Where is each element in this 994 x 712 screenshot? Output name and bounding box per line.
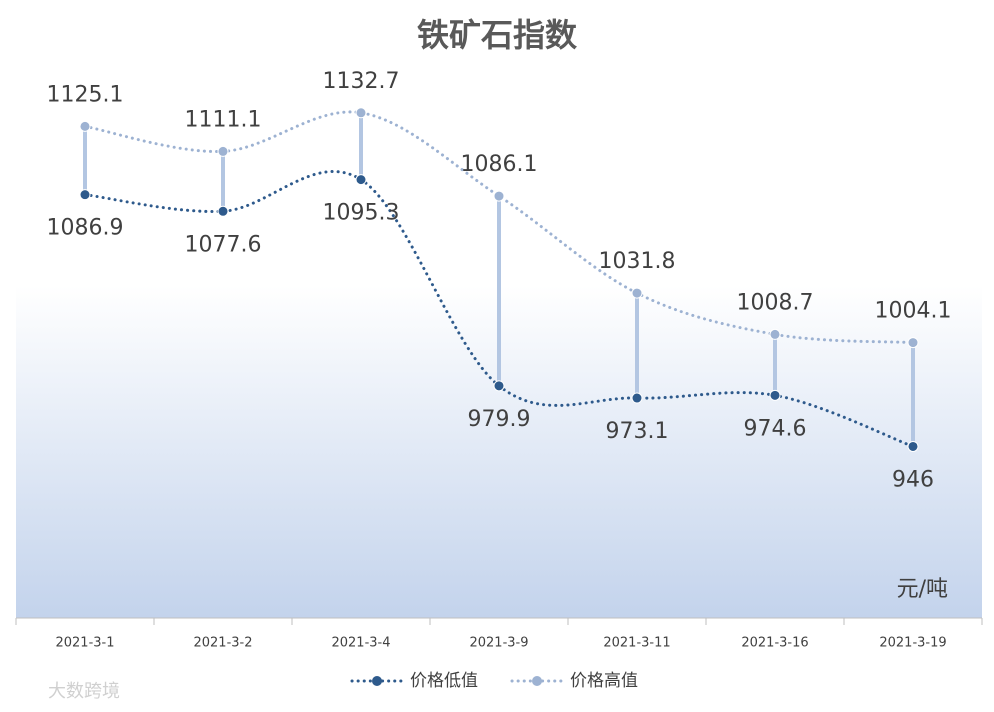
- data-label: 1077.6: [185, 232, 262, 257]
- data-label: 1008.7: [737, 290, 814, 315]
- data-label: 1086.1: [461, 152, 538, 177]
- data-label: 1086.9: [47, 216, 124, 241]
- data-point: [907, 337, 919, 349]
- data-label: 1031.8: [599, 249, 676, 274]
- chart-title: 铁矿石指数: [417, 16, 578, 54]
- watermark: 大数跨境: [48, 681, 120, 702]
- data-point: [493, 380, 505, 392]
- x-tick-label: 2021-3-9: [469, 636, 528, 651]
- data-point: [79, 120, 91, 132]
- data-label: 1095.3: [323, 201, 400, 226]
- data-point: [355, 174, 367, 186]
- data-point: [907, 440, 919, 452]
- legend-label: 价格高值: [570, 671, 638, 691]
- unit-label: 元/吨: [897, 577, 948, 602]
- data-label: 973.1: [606, 419, 669, 444]
- legend-marker: [372, 676, 382, 686]
- data-label: 974.6: [744, 416, 807, 441]
- data-point: [217, 145, 229, 157]
- data-label: 1132.7: [323, 69, 400, 94]
- data-point: [493, 190, 505, 202]
- x-tick-label: 2021-3-1: [55, 636, 114, 651]
- data-label: 946: [892, 467, 934, 492]
- data-point: [769, 389, 781, 401]
- x-tick-label: 2021-3-19: [879, 636, 946, 651]
- x-tick-label: 2021-3-4: [331, 636, 390, 651]
- data-point: [631, 287, 643, 299]
- legend-label: 价格低值: [410, 671, 478, 691]
- data-point: [631, 392, 643, 404]
- x-tick-label: 2021-3-11: [603, 636, 670, 651]
- x-tick-label: 2021-3-2: [193, 636, 252, 651]
- data-point: [769, 328, 781, 340]
- data-point: [355, 107, 367, 119]
- legend-marker: [532, 676, 542, 686]
- data-label: 979.9: [468, 407, 531, 432]
- data-label: 1111.1: [185, 107, 262, 132]
- x-tick-label: 2021-3-16: [741, 636, 808, 651]
- data-label: 1004.1: [875, 299, 952, 324]
- data-point: [79, 189, 91, 201]
- data-point: [217, 205, 229, 217]
- data-label: 1125.1: [47, 82, 124, 107]
